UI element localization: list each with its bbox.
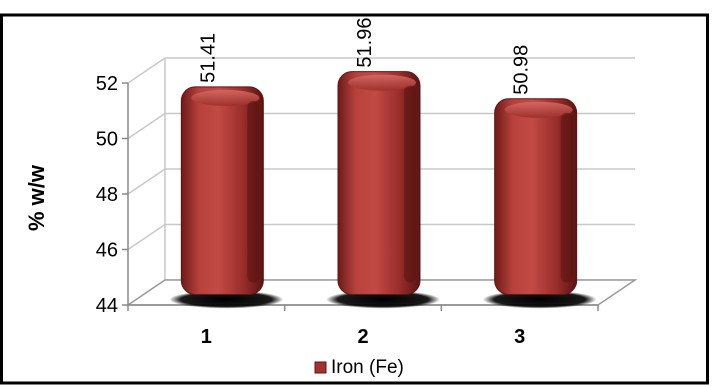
bar-side bbox=[247, 100, 260, 283]
legend-swatch bbox=[314, 361, 327, 374]
bars-layer bbox=[169, 71, 597, 309]
y-tick-label: 46 bbox=[96, 240, 118, 262]
bar-side bbox=[404, 85, 416, 283]
gridline-side bbox=[127, 112, 166, 140]
data-label: 51.41 bbox=[197, 33, 219, 83]
bar bbox=[494, 98, 578, 296]
gridline-side bbox=[127, 223, 166, 251]
gridline-side bbox=[127, 57, 166, 84]
data-label: 50.98 bbox=[511, 45, 533, 95]
bar bbox=[337, 71, 421, 295]
y-tick-label: 48 bbox=[96, 184, 118, 206]
y-tick-label: 52 bbox=[96, 73, 118, 95]
y-axis-title: % w/w bbox=[24, 164, 49, 231]
x-tick-label: 1 bbox=[201, 326, 212, 348]
label-layer: 1 51.41 2 51.96 3 50.98 bbox=[197, 18, 532, 348]
bar-body bbox=[494, 98, 578, 296]
bar-body bbox=[180, 86, 264, 295]
bar-top bbox=[504, 101, 573, 118]
y-tick-label: 50 bbox=[96, 129, 118, 151]
bar-body bbox=[337, 71, 421, 295]
bar-top bbox=[348, 74, 416, 91]
legend: Iron (Fe) bbox=[314, 357, 404, 378]
x-tick-label: 2 bbox=[357, 326, 368, 348]
x-tick-label: 3 bbox=[514, 326, 525, 348]
bar-top bbox=[191, 89, 260, 106]
bar bbox=[180, 86, 264, 295]
bar-side bbox=[560, 112, 573, 283]
legend-label: Iron (Fe) bbox=[331, 357, 404, 378]
gridline-side bbox=[127, 168, 166, 195]
data-label: 51.96 bbox=[354, 18, 376, 68]
y-tick-label: 44 bbox=[96, 295, 118, 317]
chart-border bbox=[0, 13, 709, 385]
